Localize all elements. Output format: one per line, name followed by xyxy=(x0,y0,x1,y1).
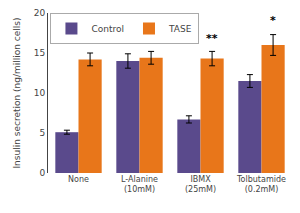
svg-text:TASE: TASE xyxy=(168,24,192,34)
svg-text:15: 15 xyxy=(34,48,45,58)
svg-text:**: ** xyxy=(206,32,218,45)
svg-text:5: 5 xyxy=(39,128,45,138)
svg-text:IBMX(25mM): IBMX(25mM) xyxy=(185,175,216,194)
svg-text:Tolbutamide(0.2mM): Tolbutamide(0.2mM) xyxy=(236,175,286,194)
svg-text:20: 20 xyxy=(34,8,46,18)
svg-text:L-Alanine(10mM): L-Alanine(10mM) xyxy=(121,175,158,194)
svg-text:None: None xyxy=(68,175,89,184)
svg-text:Control: Control xyxy=(91,24,124,34)
svg-text:10: 10 xyxy=(34,88,46,98)
svg-text:Insulin secretion (ng/million: Insulin secretion (ng/million cells) xyxy=(12,17,22,168)
svg-text:0: 0 xyxy=(39,168,45,178)
svg-text:*: * xyxy=(270,14,276,27)
